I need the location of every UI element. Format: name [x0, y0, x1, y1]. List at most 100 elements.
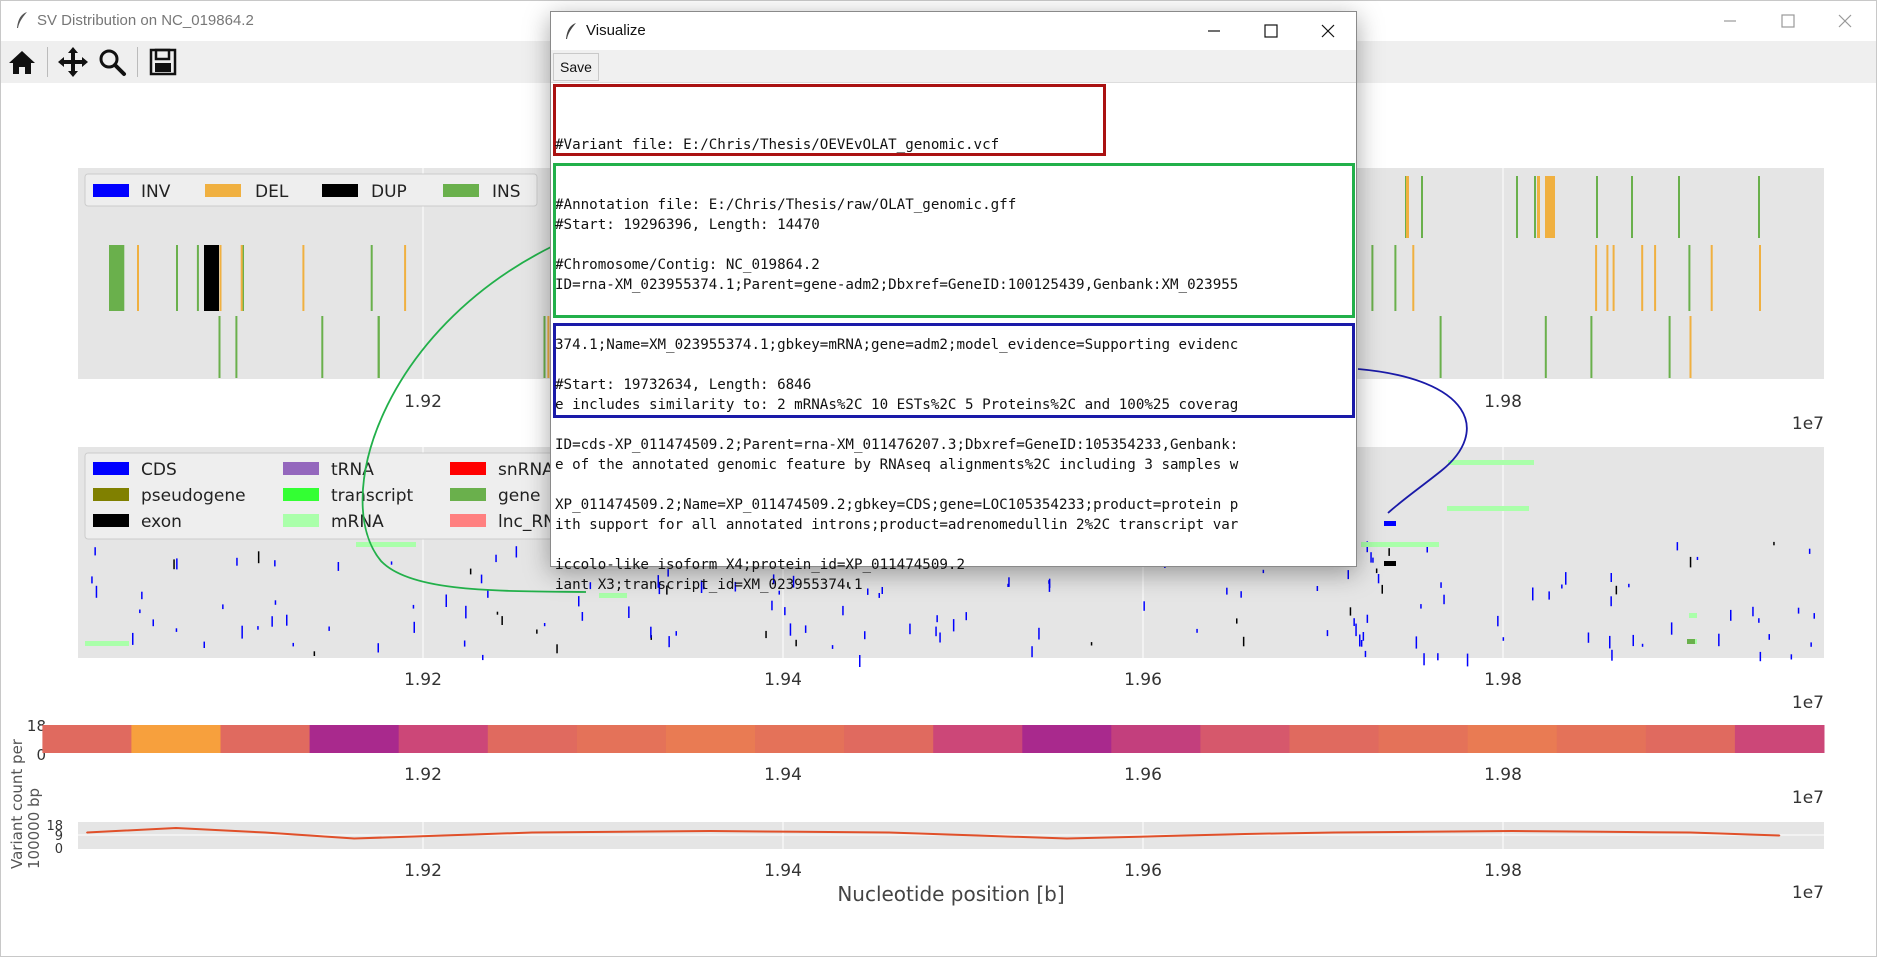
- dialog-minimize-button[interactable]: [1201, 20, 1227, 42]
- sv-legend: INV DEL DUP INS: [84, 173, 538, 207]
- record1-line: e of the annotated genomic feature by RN…: [555, 457, 1239, 473]
- dialog-close-button[interactable]: [1315, 20, 1341, 42]
- pan-button[interactable]: [54, 44, 92, 80]
- home-icon: [9, 51, 35, 74]
- density-point: [1244, 833, 1246, 835]
- density-point: [1511, 830, 1513, 832]
- save-icon: [149, 48, 177, 76]
- sv-bar: [1590, 316, 1593, 378]
- annotation-feature: [1609, 635, 1611, 649]
- heatmap-colorbar-tick-min: 0: [36, 746, 46, 764]
- record1-line: e includes similarity to: 2 mRNAs%2C 10 …: [555, 397, 1239, 413]
- sv-bar: [1678, 176, 1680, 238]
- annotation-feature: [413, 621, 415, 633]
- annotation-feature: [878, 593, 880, 598]
- annotation-feature: [1628, 583, 1630, 588]
- legend-swatch-cds: [93, 462, 129, 475]
- sv-bar: [242, 245, 244, 311]
- annotation-feature: [173, 559, 175, 570]
- annotation-feature: [1689, 556, 1692, 568]
- maximize-button[interactable]: [1774, 9, 1800, 33]
- dialog-title: Visualize: [586, 22, 646, 39]
- header-block: #Variant file: E:/Chris/Thesis/OEVEvOLAT…: [555, 95, 1016, 315]
- annotation-feature: [1587, 632, 1590, 643]
- annotation-feature: [1366, 614, 1369, 623]
- sv-bar: [543, 316, 546, 378]
- annotation-feature: [1388, 548, 1390, 556]
- annotation-feature: [412, 604, 415, 609]
- annotation-feature: [463, 640, 466, 647]
- sv-bar: [1534, 176, 1536, 238]
- zoom-button[interactable]: [93, 44, 131, 80]
- annotation-feature: [1326, 630, 1329, 637]
- close-button[interactable]: [1832, 9, 1858, 33]
- record2-highlight-box: [553, 323, 1355, 418]
- annotation-feature: [965, 612, 967, 621]
- annotation-feature: [292, 642, 294, 647]
- density-point: [798, 831, 801, 833]
- close-icon: [1838, 14, 1852, 28]
- annotation-feature: [1372, 557, 1374, 563]
- sv-bar: [1596, 176, 1598, 238]
- annotation-feature: [1381, 584, 1383, 594]
- y-axis-label-line2: 100000 bp: [25, 788, 43, 869]
- record2-line: ID=cds-XP_011474509.2;Parent=rna-XM_0114…: [555, 437, 1239, 453]
- annotation-feature: [1718, 633, 1720, 647]
- legend-label-cds: CDS: [141, 460, 177, 480]
- record2-line: XP_011474509.2;Name=XP_011474509.2;gbkey…: [555, 497, 1239, 513]
- annotation-feature: [700, 580, 703, 593]
- header-line-annotation-file: #Annotation file: E:/Chris/Thesis/raw/OL…: [555, 197, 1017, 213]
- callout-curve-record2: [1357, 368, 1468, 514]
- annotation-feature: [271, 616, 273, 627]
- sv-bar: [219, 245, 222, 311]
- density-point: [442, 834, 445, 837]
- x-axis-label: Nucleotide position [b]: [837, 882, 1064, 906]
- density-heatmap: [42, 725, 1825, 753]
- minimize-button[interactable]: [1717, 9, 1743, 33]
- sv-bar: [1421, 176, 1423, 238]
- annotation-feature: [313, 651, 316, 656]
- annotation-feature: [1565, 572, 1567, 585]
- annotation-feature: [1426, 545, 1428, 553]
- density-point: [709, 830, 712, 832]
- annotation-feature: [1440, 582, 1442, 588]
- save-figure-button[interactable]: [144, 44, 182, 80]
- annotation-feature: [1561, 584, 1563, 589]
- annotation-feature: [867, 588, 869, 595]
- density-point: [531, 831, 534, 834]
- mrna-feature: [1447, 506, 1529, 511]
- dialog-menubar: Save: [551, 50, 1356, 83]
- annotation-feature: [1242, 636, 1245, 647]
- annotation-feature: [1353, 618, 1355, 626]
- feather-icon: [566, 23, 576, 39]
- home-button[interactable]: [3, 44, 41, 80]
- sv-bar: [1668, 316, 1671, 378]
- annotation-feature: [581, 612, 584, 621]
- annotation-feature: [1632, 634, 1634, 647]
- dialog-save-button[interactable]: Save: [553, 53, 599, 81]
- sv-bar: [1544, 316, 1547, 378]
- density-point: [1422, 831, 1424, 833]
- dialog-maximize-button[interactable]: [1258, 20, 1284, 42]
- density-point: [1066, 837, 1068, 840]
- anno-xtick-1: 1.92: [404, 670, 442, 690]
- annotation-feature: [1007, 583, 1009, 587]
- annotation-feature: [772, 574, 775, 585]
- annotation-feature: [1143, 601, 1145, 611]
- annotation-text-area[interactable]: #Variant file: E:/Chris/Thesis/OEVEvOLAT…: [553, 84, 1355, 593]
- sv-bar: [1631, 176, 1633, 238]
- header-line-chromosome: #Chromosome/Contig: NC_019864.2: [555, 257, 820, 273]
- legend-swatch-lncrna: [450, 514, 486, 527]
- annotation-feature: [1437, 653, 1439, 661]
- record1-block: #Start: 19296396, Length: 14470 ID=rna-X…: [555, 175, 1238, 635]
- legend-swatch-transcript: [283, 488, 319, 501]
- annotation-feature: [1349, 607, 1352, 616]
- annotation-feature: [141, 591, 143, 600]
- annotation-feature: [1316, 586, 1319, 591]
- sv-bar: [1406, 176, 1409, 238]
- annotation-feature: [1790, 654, 1793, 660]
- annotation-feature: [556, 644, 558, 654]
- annotation-feature: [1008, 577, 1010, 587]
- record2-line: #Start: 19732634, Length: 6846: [555, 377, 812, 393]
- annotation-feature: [702, 581, 705, 590]
